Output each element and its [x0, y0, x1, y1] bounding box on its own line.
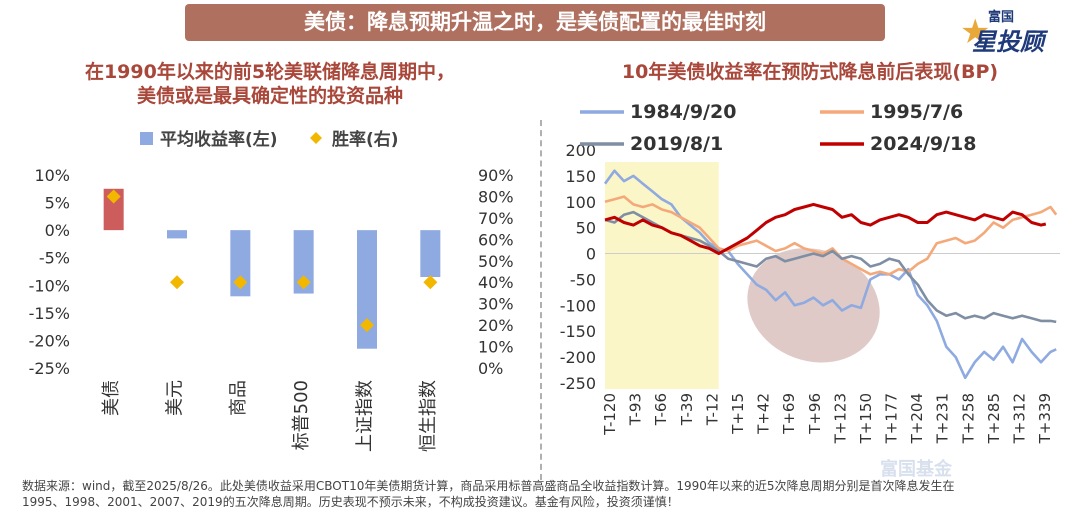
- line-y-tick: -100: [560, 296, 596, 315]
- line-x-tick: T+15: [729, 393, 747, 435]
- right-y-tick: 10%: [478, 338, 514, 357]
- right-y-tick: 70%: [478, 209, 514, 228]
- line-x-tick: T-12: [703, 393, 721, 426]
- legend-label-3: 2024/9/18: [870, 133, 976, 155]
- right-y-tick: 40%: [478, 273, 514, 292]
- legend-diamond-swatch: [310, 132, 322, 144]
- left-y-tick: -10%: [29, 276, 70, 295]
- bar-5: [420, 230, 441, 278]
- star-icon: ★: [960, 12, 991, 52]
- right-y-tick: 30%: [478, 295, 514, 314]
- win-rate-diamond-5: [423, 275, 438, 290]
- left-y-tick: -20%: [29, 331, 70, 350]
- win-rate-diamond-2: [233, 275, 248, 290]
- panel-divider: [540, 120, 542, 480]
- win-rate-diamond-1: [170, 275, 184, 290]
- left-y-tick: -15%: [29, 304, 70, 323]
- line-x-tick: T+204: [908, 393, 926, 444]
- line-x-tick: T+96: [806, 393, 824, 435]
- legend-bar-swatch: [140, 132, 153, 145]
- footnote: 数据来源：wind，截至2025/8/26。此处美债收益采用CBOT10年美债期…: [22, 478, 1062, 510]
- right-chart-title: 10年美债收益率在预防式降息前后表现(BP): [621, 61, 999, 83]
- line-y-tick: 100: [565, 193, 596, 212]
- legend-diamond-label: 胜率(右): [332, 129, 399, 150]
- line-x-tick: T+69: [780, 393, 798, 435]
- watermark-text: 富国基金: [880, 459, 952, 480]
- legend-label-2: 2019/8/1: [630, 133, 723, 155]
- line-y-tick: -200: [560, 348, 596, 367]
- category-label-5: 恒生指数: [418, 380, 439, 452]
- line-y-tick: -150: [560, 322, 596, 341]
- line-x-tick: T+123: [831, 393, 849, 444]
- left-y-tick: 10%: [34, 166, 70, 185]
- bar-4: [357, 230, 377, 349]
- left-y-tick: -25%: [29, 359, 70, 378]
- brand-logo: ★ 富国 星投顾: [960, 6, 1070, 56]
- banner-title: 美债：降息预期升温之时，是美债配置的最佳时刻: [185, 4, 885, 41]
- line-y-tick: -250: [560, 374, 596, 393]
- footnote-line2: 1995、1998、2001、2007、2019的五次降息周期。历史表现不预示未…: [22, 495, 679, 509]
- right-y-tick: 0%: [478, 359, 503, 378]
- line-x-tick: T+339: [1036, 393, 1054, 444]
- right-y-tick: 20%: [478, 316, 514, 335]
- left-y-tick: 0%: [45, 221, 70, 240]
- category-label-4: 上证指数: [355, 380, 376, 452]
- line-x-tick: T+42: [755, 393, 773, 435]
- right-y-tick: 50%: [478, 252, 514, 271]
- line-x-tick: T-93: [627, 393, 645, 426]
- bar-chart: 10% 5% 0% -5% -10% -15% -20% -25% 90% 80% 70% 60% 50…: [29, 129, 514, 452]
- line-y-tick: 150: [565, 167, 596, 186]
- left-title-line1: 在1990年以来的前5轮美联储降息周期中，: [84, 61, 456, 83]
- series-line-3: [604, 202, 1047, 256]
- annotation-ellipse: [747, 248, 880, 363]
- line-x-tick: T-39: [678, 393, 696, 426]
- line-x-tick: T+258: [959, 393, 977, 444]
- left-title-line2: 美债或是最具确定性的投资品种: [136, 85, 403, 107]
- right-y-tick: 80%: [478, 187, 514, 206]
- left-chart-title: 在1990年以来的前5轮美联储降息周期中， 美债或是最具确定性的投资品种: [20, 60, 520, 108]
- left-y-tick: 5%: [45, 194, 70, 213]
- bar-1: [167, 230, 187, 239]
- category-label-2: 商品: [228, 380, 249, 416]
- line-y-tick: 50: [576, 219, 596, 238]
- line-x-tick: T+150: [857, 393, 875, 444]
- legend-label-1: 1995/7/6: [870, 101, 963, 123]
- legend-bar-label: 平均收益率(左): [160, 129, 278, 150]
- line-x-tick: T+231: [934, 393, 952, 444]
- category-label-1: 美元: [165, 380, 186, 416]
- line-x-tick: T-120: [601, 393, 619, 436]
- right-y-tick: 90%: [478, 166, 514, 185]
- line-y-tick: -50: [570, 270, 596, 289]
- left-y-tick: -5%: [39, 249, 70, 268]
- legend-label-0: 1984/9/20: [630, 101, 736, 123]
- line-y-tick: 0: [586, 245, 596, 264]
- win-rate-diamond-0: [106, 189, 121, 204]
- win-rate-diamond-4: [360, 318, 374, 333]
- logo-top-text: 富国: [988, 10, 1015, 25]
- series-line-1: [604, 195, 1058, 276]
- category-label-3: 标普500: [291, 380, 312, 450]
- line-x-tick: T+312: [1011, 393, 1029, 444]
- bar-3: [293, 230, 314, 294]
- bar-0: [103, 188, 124, 231]
- bar-2: [230, 230, 251, 297]
- line-x-tick: T-66: [652, 393, 670, 426]
- category-label-0: 美债: [101, 380, 122, 416]
- logo-main-text: 星投顾: [972, 28, 1044, 56]
- footnote-line1: 数据来源：wind，截至2025/8/26。此处美债收益采用CBOT10年美债期…: [22, 479, 955, 493]
- right-y-tick: 60%: [478, 230, 514, 249]
- line-x-tick: T+177: [883, 393, 901, 444]
- line-x-tick: T+285: [985, 393, 1003, 444]
- win-rate-diamond-3: [296, 275, 311, 290]
